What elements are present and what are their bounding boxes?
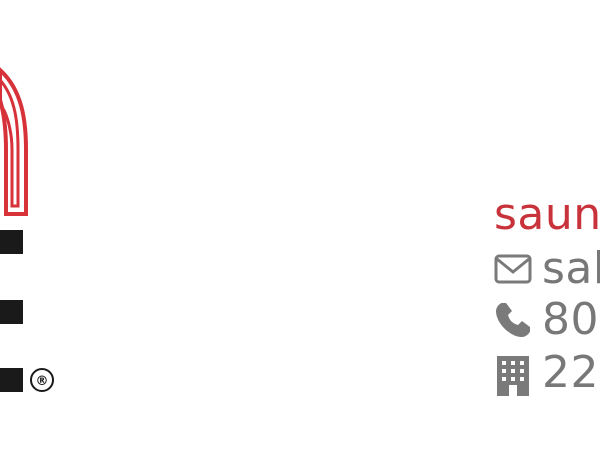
- phone-number[interactable]: 800: [542, 294, 600, 345]
- email-row[interactable]: sal: [494, 244, 600, 294]
- website-row[interactable]: sauna: [494, 190, 600, 240]
- website-link[interactable]: sauna: [494, 189, 600, 240]
- building-icon: [494, 354, 532, 396]
- registered-mark: ®: [30, 368, 54, 392]
- street-address: 220: [542, 347, 600, 398]
- phone-icon: [494, 301, 532, 339]
- logo-bar-middle: [0, 300, 23, 324]
- sauna-logo: ®: [0, 67, 54, 392]
- logo-bar-top: [0, 230, 23, 254]
- email-address[interactable]: sal: [542, 243, 600, 294]
- registered-symbol: ®: [36, 374, 49, 389]
- phone-row[interactable]: 800: [494, 295, 600, 345]
- envelope-icon: [494, 250, 532, 288]
- address-row: 220: [494, 348, 600, 398]
- logo-bar-bottom: [0, 368, 23, 392]
